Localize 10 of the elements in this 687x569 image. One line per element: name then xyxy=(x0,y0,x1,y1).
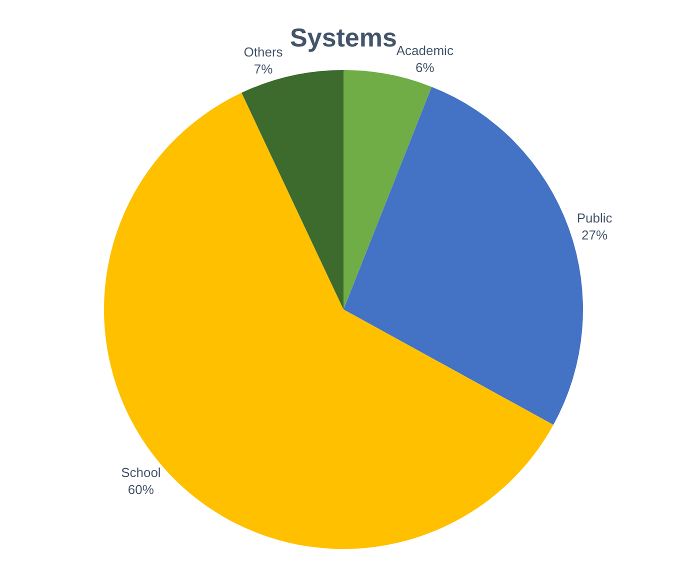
slice-label: Others xyxy=(244,44,284,60)
data-label: 27% xyxy=(582,227,608,242)
slice-label: School xyxy=(121,464,161,480)
slice-label: Public xyxy=(576,210,613,226)
pie-slice xyxy=(104,92,554,549)
data-label: 7% xyxy=(254,62,274,77)
chart-title: Systems xyxy=(290,22,397,53)
slice-label: Academic xyxy=(396,42,454,58)
data-label: 6% xyxy=(415,60,435,75)
data-label: 60% xyxy=(128,482,154,497)
